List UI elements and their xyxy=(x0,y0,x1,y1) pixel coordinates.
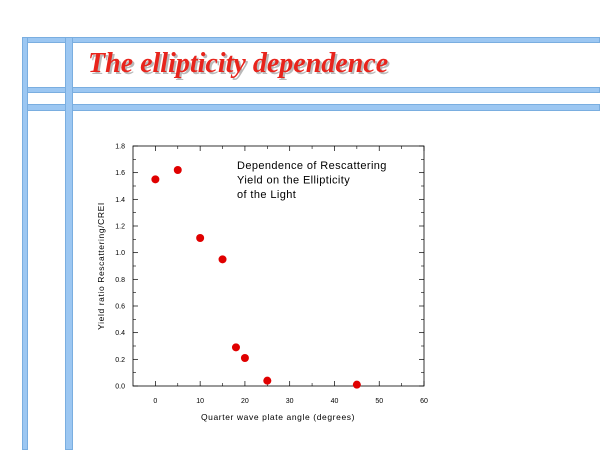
y-tick-label: 1.2 xyxy=(115,224,125,231)
data-points xyxy=(151,166,361,389)
data-point xyxy=(240,354,249,362)
x-axis: 0 10 20 30 40 50 60 xyxy=(153,146,428,405)
y-tick-label: 1.0 xyxy=(115,250,125,257)
y-axis-title: Yield ratio Rescattering/CREI xyxy=(96,202,106,330)
plot-area xyxy=(132,145,425,387)
chart-annotation: Dependence of Rescattering Yield on the E… xyxy=(237,160,387,201)
x-tick-label: 60 xyxy=(420,398,428,405)
y-tick-label: 1.4 xyxy=(115,197,125,204)
data-point xyxy=(196,234,205,242)
data-point xyxy=(352,380,361,389)
x-tick-label: 10 xyxy=(196,398,204,405)
y-tick-label: 0.4 xyxy=(115,330,125,337)
y-tick-label: 0.0 xyxy=(115,384,125,391)
data-point xyxy=(263,376,272,385)
x-axis-title: Quarter wave plate angle (degrees) xyxy=(201,412,355,422)
x-tick-label: 50 xyxy=(375,398,383,405)
y-tick-label: 0.6 xyxy=(115,304,125,311)
data-point xyxy=(151,175,160,184)
y-tick-label: 0.2 xyxy=(115,357,125,364)
y-axis: 0.0 0.2 0.4 0.6 0.8 1.0 1.2 1.4 1.6 1.8 xyxy=(115,144,424,391)
annotation-line: Yield on the Ellipticity xyxy=(237,175,350,187)
y-tick-label: 1.8 xyxy=(115,144,125,151)
annotation-line: of the Light xyxy=(237,189,296,201)
x-tick-label: 0 xyxy=(153,398,157,405)
y-tick-label: 1.6 xyxy=(115,170,125,177)
x-tick-label: 40 xyxy=(331,398,339,405)
x-tick-label: 30 xyxy=(286,398,294,405)
annotation-line: Dependence of Rescattering xyxy=(237,160,387,172)
data-point xyxy=(173,166,182,174)
data-point xyxy=(218,255,227,264)
data-point xyxy=(231,343,240,352)
slide-title: The ellipticity dependence xyxy=(88,48,389,79)
y-tick-label: 0.8 xyxy=(115,277,125,284)
x-tick-label: 20 xyxy=(241,398,249,405)
